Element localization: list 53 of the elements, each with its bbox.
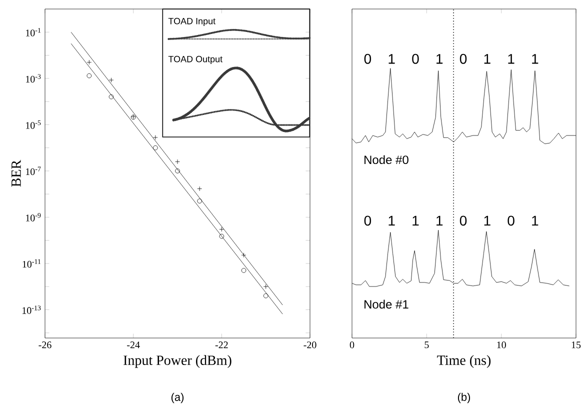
x-tick-label: -24 xyxy=(127,342,140,348)
annotation: 1 xyxy=(532,216,538,226)
annotation: 0 xyxy=(508,216,514,226)
x-tick-label: 0 xyxy=(350,342,354,348)
annotation: 0 xyxy=(364,216,372,226)
x-tick-label: -22 xyxy=(215,342,228,348)
x-tick-label: -26 xyxy=(38,342,52,348)
x-tick-label: 10 xyxy=(497,342,506,348)
x-axis-title: Input Power (dBm) xyxy=(124,355,232,368)
text: 0 xyxy=(364,54,372,64)
text: (b) xyxy=(458,392,470,404)
x-tick-label: -20 xyxy=(304,342,316,348)
point xyxy=(197,198,202,204)
annotation: 1 xyxy=(388,216,395,226)
x-tick-label: 5 xyxy=(424,342,429,348)
y-axis-title: BER xyxy=(12,160,21,187)
series-label: Node #0 xyxy=(364,155,408,164)
point xyxy=(175,159,180,164)
text: 1 xyxy=(436,54,443,64)
y-tick-label: 10$^{-3}$ xyxy=(26,74,41,83)
annotation: 0 xyxy=(460,216,467,226)
x-tick-label: 15 xyxy=(572,342,581,348)
text: 1 xyxy=(388,54,395,64)
x-axis-title: Time (ns) xyxy=(437,355,491,368)
point xyxy=(219,234,224,239)
annotation: 1 xyxy=(436,216,443,226)
text: 1 xyxy=(508,54,514,64)
point xyxy=(86,60,92,65)
point xyxy=(241,268,246,273)
text: (a) xyxy=(171,392,184,404)
point xyxy=(175,168,180,174)
annotation: TOAD Input xyxy=(168,18,216,26)
point xyxy=(219,226,224,232)
y-tick-label: 10$^{-1}$ xyxy=(26,28,41,36)
point xyxy=(153,135,158,140)
point xyxy=(108,94,114,100)
series-label: Node #1 xyxy=(364,300,408,309)
y-tick-label: 10$^{-7}$ xyxy=(26,166,41,176)
point xyxy=(263,293,268,298)
text: 0 xyxy=(412,54,419,64)
y-tick-label: 10$^{-13}$ xyxy=(22,306,41,314)
point xyxy=(263,284,268,290)
annotation: 1 xyxy=(484,216,490,226)
text: 1 xyxy=(484,54,490,64)
point xyxy=(86,73,92,78)
text: 0 xyxy=(460,54,467,64)
y-tick-label: 10$^{-11}$ xyxy=(22,259,41,268)
annotation: 1 xyxy=(412,216,419,226)
text: 1 xyxy=(532,54,538,64)
y-tick-label: 10$^{-5}$ xyxy=(26,120,41,129)
point xyxy=(153,145,158,150)
y-tick-label: 10$^{-9}$ xyxy=(26,213,41,222)
annotation: TOAD Output xyxy=(168,56,222,64)
